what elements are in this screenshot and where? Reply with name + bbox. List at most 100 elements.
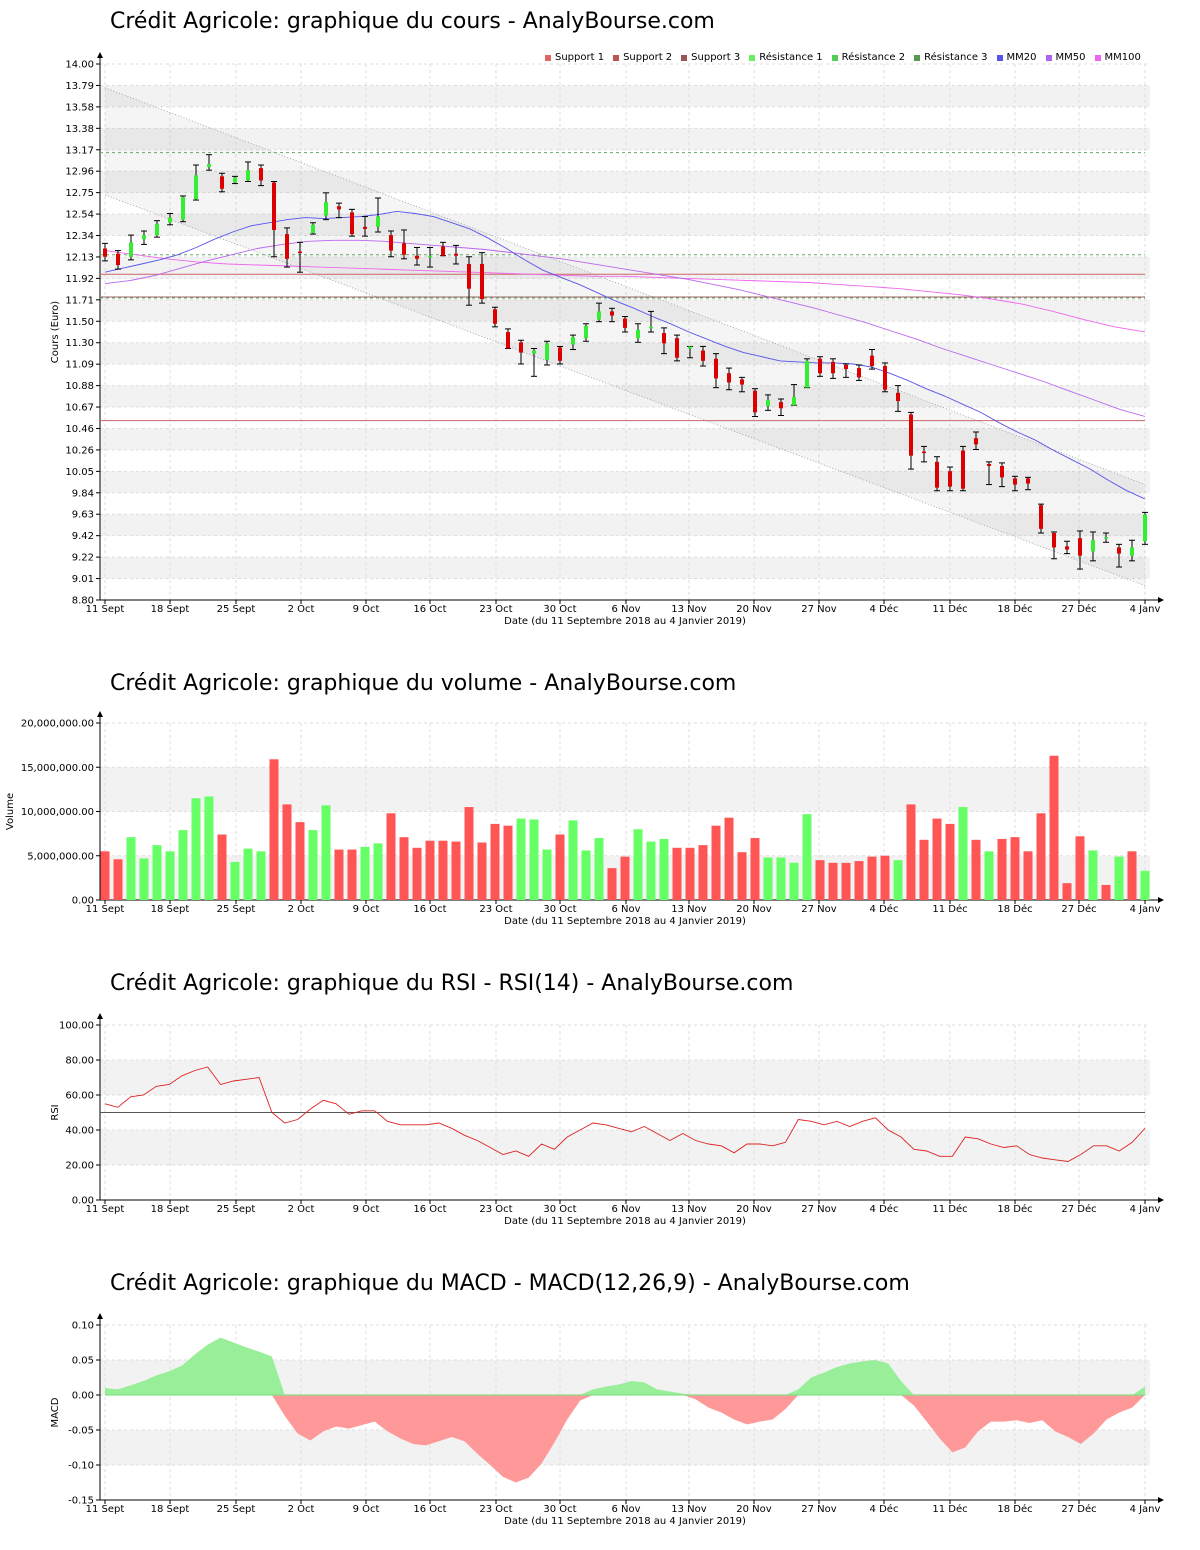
background-band bbox=[100, 1130, 1150, 1165]
volume-bar bbox=[997, 838, 1007, 900]
volume-bar bbox=[412, 847, 422, 900]
y-tick-label: 13.79 bbox=[65, 81, 94, 92]
legend-label: MM20 bbox=[1006, 52, 1037, 63]
volume-bar bbox=[490, 823, 500, 900]
background-band bbox=[100, 214, 1150, 236]
channel-upper bbox=[104, 87, 1146, 485]
y-tick-label: 10.88 bbox=[65, 381, 94, 392]
x-tick-label: 11 Sept bbox=[86, 1204, 125, 1215]
legend-label: MM50 bbox=[1055, 52, 1086, 63]
volume-bar bbox=[191, 798, 201, 900]
candle bbox=[519, 342, 523, 353]
candle bbox=[207, 163, 211, 168]
candle bbox=[831, 361, 835, 374]
volume-bar bbox=[1127, 851, 1137, 900]
rsi-chart-panel: Crédit Agricole: graphique du RSI - RSI(… bbox=[0, 970, 1200, 1240]
volume-bar bbox=[620, 856, 630, 900]
x-tick-label: 18 Sept bbox=[151, 1204, 190, 1215]
volume-bar bbox=[386, 813, 396, 900]
y-tick-label: 8.80 bbox=[72, 596, 94, 607]
candle bbox=[571, 337, 575, 345]
volume-bar bbox=[854, 861, 864, 900]
x-tick-label: 30 Oct bbox=[543, 604, 576, 615]
background-band bbox=[100, 342, 1150, 365]
candle bbox=[1091, 540, 1095, 552]
x-tick-label: 18 Déc bbox=[997, 903, 1032, 915]
y-tick-label: 9.01 bbox=[72, 574, 94, 585]
y-tick-label: 12.75 bbox=[65, 188, 94, 199]
x-tick-label: 23 Oct bbox=[479, 904, 512, 915]
volume-bar bbox=[984, 851, 994, 900]
x-tick-label: 20 Nov bbox=[736, 1204, 772, 1215]
candle bbox=[974, 438, 978, 445]
candle bbox=[467, 263, 471, 289]
volume-bar bbox=[594, 838, 604, 900]
candle bbox=[883, 366, 887, 390]
candle bbox=[142, 235, 146, 240]
legend-swatch bbox=[831, 54, 838, 61]
x-axis-arrow bbox=[1158, 897, 1164, 903]
mm20-line bbox=[104, 210, 1146, 500]
candle bbox=[623, 318, 627, 328]
y-tick-label: 11.92 bbox=[65, 274, 94, 285]
y-tick-label: -0.10 bbox=[68, 1461, 94, 1472]
y-tick-label: 13.38 bbox=[65, 124, 94, 135]
x-tick-label: 27 Nov bbox=[801, 904, 837, 915]
y-tick-label: 14.00 bbox=[65, 60, 94, 71]
macd-chart-title: Crédit Agricole: graphique du MACD - MAC… bbox=[110, 1271, 910, 1296]
y-tick-label: 10.46 bbox=[65, 424, 94, 435]
y-tick-label: 9.22 bbox=[72, 553, 94, 564]
y-tick-label: 9.42 bbox=[72, 531, 94, 542]
x-tick-label: 18 Déc bbox=[997, 603, 1032, 615]
x-tick-label: 27 Déc bbox=[1061, 903, 1096, 915]
volume-bar bbox=[555, 834, 565, 900]
volume-bar bbox=[243, 848, 253, 900]
legend-item: Support 1 bbox=[545, 52, 604, 63]
candle bbox=[610, 311, 614, 316]
x-tick-label: 13 Nov bbox=[671, 904, 707, 915]
background-band bbox=[100, 299, 1150, 322]
x-axis-label: Date (du 11 Septembre 2018 au 4 Janvier … bbox=[504, 1516, 746, 1527]
x-tick-label: 18 Déc bbox=[997, 1503, 1032, 1515]
legend-swatch bbox=[613, 54, 620, 61]
candle bbox=[233, 177, 237, 183]
volume-bar bbox=[347, 849, 357, 900]
volume-bar bbox=[503, 825, 513, 900]
candle bbox=[194, 175, 198, 200]
y-axis-arrow bbox=[97, 52, 103, 58]
x-tick-label: 2 Oct bbox=[288, 1204, 315, 1215]
candle bbox=[103, 248, 107, 257]
price-chart: 14.00 13.79 13.58 13.38 13.17 12.96 12.75 12.54… bbox=[50, 52, 1164, 627]
x-tick-label: 18 Déc bbox=[997, 1203, 1032, 1215]
candle bbox=[168, 217, 172, 223]
background-band bbox=[100, 128, 1150, 150]
candle bbox=[935, 461, 939, 488]
x-tick-label: 4 Déc bbox=[870, 903, 899, 915]
x-tick-label: 20 Nov bbox=[736, 904, 772, 915]
legend-label: Résistance 1 bbox=[759, 52, 823, 63]
y-tick-label: 40.00 bbox=[65, 1126, 94, 1137]
candle bbox=[246, 170, 250, 181]
candle bbox=[441, 246, 445, 256]
volume-bar bbox=[542, 849, 552, 900]
volume-bar bbox=[737, 852, 747, 900]
candle bbox=[376, 216, 380, 227]
legend-swatch bbox=[996, 54, 1003, 61]
background-band bbox=[100, 557, 1150, 579]
legend-swatch bbox=[749, 54, 756, 61]
x-tick-label: 11 Déc bbox=[932, 1203, 967, 1215]
candle bbox=[805, 360, 809, 388]
y-tick-label: -0.05 bbox=[68, 1426, 94, 1437]
volume-bar bbox=[126, 837, 136, 900]
x-tick-label: 6 Nov bbox=[611, 904, 640, 915]
volume-bar bbox=[880, 855, 890, 900]
volume-bar bbox=[178, 830, 188, 900]
volume-bar bbox=[1088, 850, 1098, 900]
candle bbox=[415, 255, 419, 259]
volume-bar bbox=[1062, 883, 1072, 900]
volume-bar bbox=[945, 823, 955, 900]
volume-bar bbox=[724, 817, 734, 900]
y-tick-label: 12.96 bbox=[65, 167, 94, 178]
candle bbox=[714, 358, 718, 379]
